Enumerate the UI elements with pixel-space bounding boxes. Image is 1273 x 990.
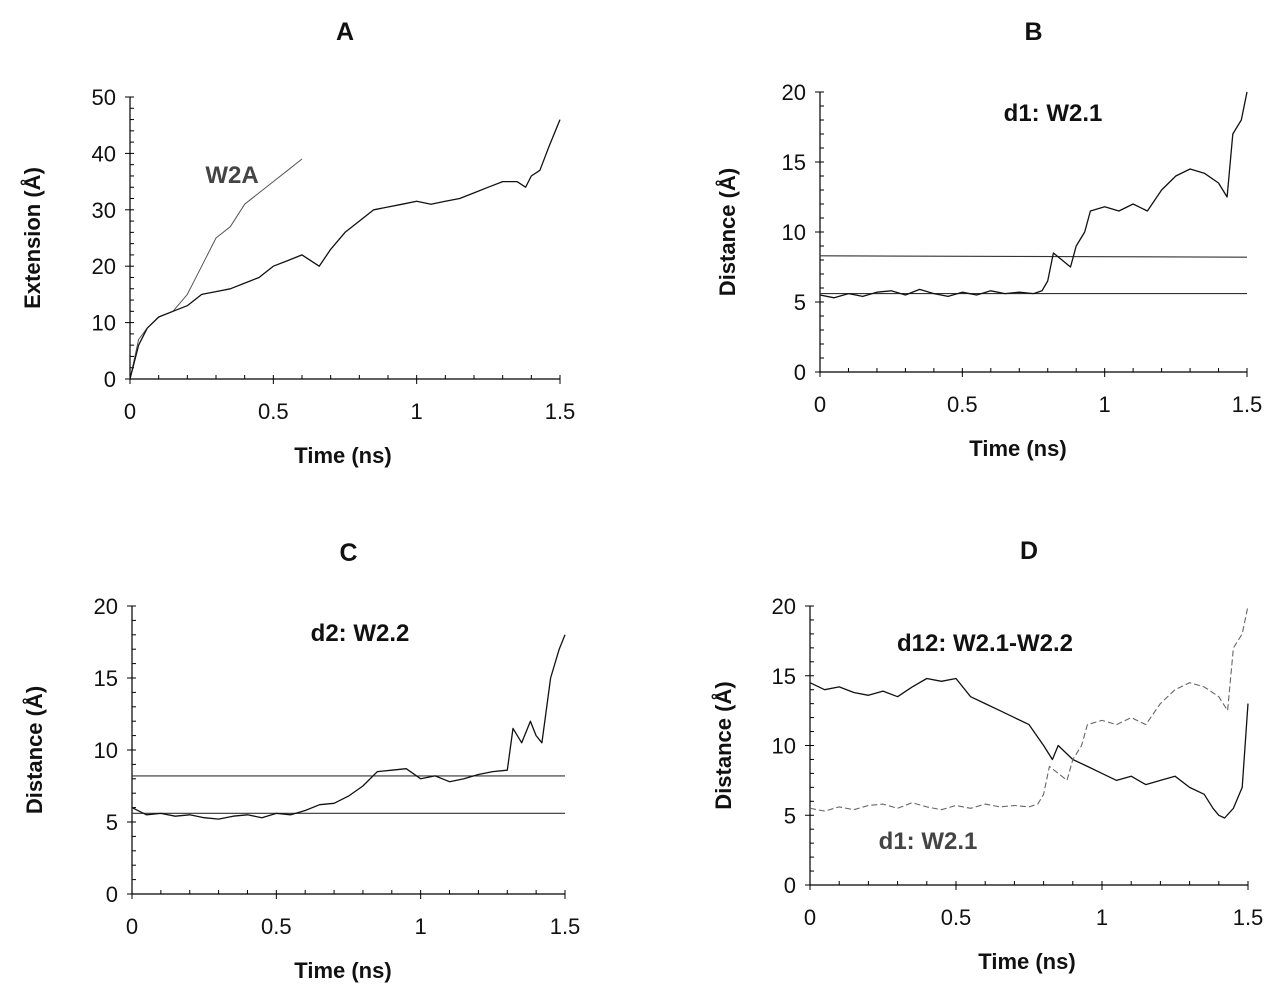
annotation-d-2: d1: W2.1 [879, 828, 978, 855]
y-tick-label-c: 20 [94, 594, 118, 619]
x-tick-label-d: 1 [1096, 905, 1108, 930]
x-tick-label-a: 1.5 [545, 399, 576, 424]
annotation-d-1: d12: W2.1-W2.2 [897, 630, 1073, 657]
panel-b: B 0 5 10 15 20 0 0.5 1 1.5 Time (ns) Distance (Å) d1… [714, 18, 1262, 461]
y-tick-label-a: 40 [92, 141, 116, 166]
y-tick-label-a: 20 [92, 254, 116, 279]
y-axis-title-c: Distance (Å) [21, 686, 47, 814]
series-line-c-1 [131, 634, 566, 820]
y-tick-label-b: 5 [794, 290, 806, 315]
y-tick-label-d: 10 [772, 734, 796, 759]
panel-d: D 0 5 10 15 20 0 0.5 1 1.5 Time (ns) Distance (Å) d1… [710, 537, 1263, 974]
series-line-d-2 [809, 605, 1249, 812]
x-tick-label-c: 1.5 [550, 914, 581, 939]
panel-title-a: A [336, 18, 354, 46]
x-tick-label-d: 0.5 [941, 905, 972, 930]
series-line-a-2 [129, 119, 561, 380]
y-axis-title-b: Distance (Å) [714, 168, 740, 296]
y-tick-label-b: 20 [782, 80, 806, 105]
y-tick-label-a: 0 [104, 367, 116, 392]
x-axis-title-b: Time (ns) [969, 436, 1066, 461]
x-tick-label-a: 0.5 [258, 399, 289, 424]
x-tick-label-c: 1 [415, 914, 427, 939]
y-tick-label-d: 15 [772, 664, 796, 689]
series-line-b-1 [819, 91, 1248, 299]
x-tick-label-b: 0 [814, 392, 826, 417]
y-tick-label-a: 50 [92, 85, 116, 110]
y-tick-label-b: 0 [794, 360, 806, 385]
y-tick-label-c: 10 [94, 738, 118, 763]
x-tick-label-b: 1 [1099, 392, 1111, 417]
y-axis-title-d: Distance (Å) [710, 681, 736, 809]
y-axis-title-a: Extension (Å) [19, 167, 45, 309]
x-axis-title-d: Time (ns) [978, 949, 1075, 974]
annotation-c-1: d2: W2.2 [311, 620, 410, 647]
x-tick-label-b: 0.5 [947, 392, 978, 417]
y-tick-label-d: 0 [784, 873, 796, 898]
y-tick-label-b: 15 [782, 150, 806, 175]
panel-title-c: C [339, 539, 357, 567]
panel-c: C 0 5 10 15 20 0 0.5 1 1.5 Time (ns) Distance (Å) d2… [21, 539, 580, 983]
y-tick-label-d: 5 [784, 803, 796, 828]
y-tick-label-c: 15 [94, 666, 118, 691]
series-line-a-1 [129, 158, 303, 380]
x-axis-title-c: Time (ns) [294, 958, 391, 983]
x-tick-label-a: 0 [124, 399, 136, 424]
panel-title-b: B [1024, 18, 1042, 46]
y-tick-label-c: 5 [106, 810, 118, 835]
reference-line-b-1 [819, 255, 1248, 258]
x-tick-label-d: 0 [804, 905, 816, 930]
x-axis-title-a: Time (ns) [294, 443, 391, 468]
y-tick-label-a: 10 [92, 311, 116, 336]
x-tick-label-c: 0 [126, 914, 138, 939]
annotation-b-1: d1: W2.1 [1004, 100, 1103, 127]
series-line-d-1 [809, 677, 1249, 819]
x-tick-label-d: 1.5 [1233, 905, 1264, 930]
panel-title-d: D [1020, 537, 1038, 565]
panel-a: A 0 10 20 30 40 50 0 0.5 1 1.5 Time (ns) Extension (… [19, 18, 575, 468]
x-tick-label-c: 0.5 [261, 914, 292, 939]
x-tick-label-b: 1.5 [1232, 392, 1263, 417]
x-tick-label-a: 1 [411, 399, 423, 424]
y-tick-label-c: 0 [106, 882, 118, 907]
y-tick-label-a: 30 [92, 198, 116, 223]
annotation-a-1: W2A [205, 162, 258, 189]
y-tick-label-d: 20 [772, 594, 796, 619]
y-tick-label-b: 10 [782, 220, 806, 245]
